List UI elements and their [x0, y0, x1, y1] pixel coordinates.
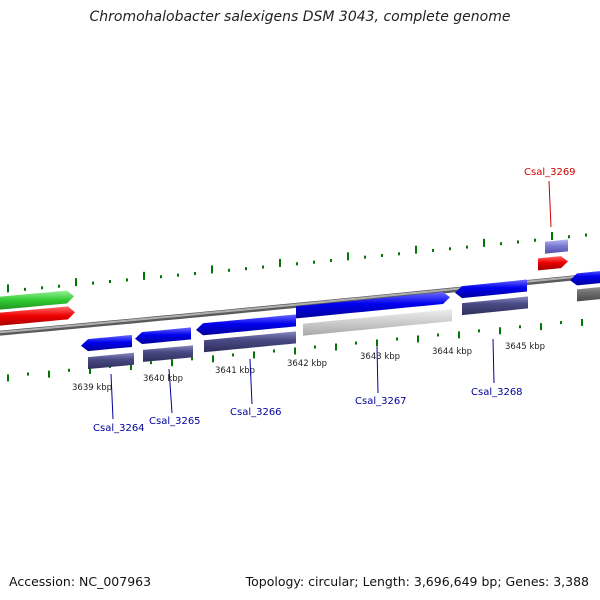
- rna-gene: [0, 290, 74, 310]
- gene-csal-3269: [538, 256, 568, 271]
- cds-csal-3268: [462, 296, 528, 316]
- gene-label-leader: [249, 358, 253, 405]
- tick-label: 3642 kbp: [287, 359, 327, 369]
- gene-csal-3265: [135, 327, 191, 344]
- genome-title: Chromohalobacter salexigens DSM 3043, co…: [89, 9, 511, 25]
- gene-csal-3266: [196, 314, 296, 336]
- gene-label-csal-3264: Csal_3264: [93, 423, 145, 434]
- gene-label-leader: [376, 346, 379, 394]
- gene-csal-3264: [81, 335, 132, 352]
- gene-csal-3268: [455, 279, 527, 299]
- gene-label-csal-3267: Csal_3267: [355, 396, 407, 407]
- feature-labels: 3639 kbp 3640 kbp 3641 kbp 3642 kbp 3643 kbp…: [72, 167, 576, 434]
- tick-label: 3645 kbp: [505, 342, 545, 352]
- cds-csal-3264: [88, 352, 134, 370]
- reverse-gene-left: [0, 306, 75, 326]
- cds-csal-3266: [204, 331, 296, 353]
- gene-features: [0, 239, 600, 370]
- tick-label: 3644 kbp: [432, 347, 472, 357]
- gene-label-csal-3265: Csal_3265: [149, 416, 201, 427]
- gene-label-leader: [168, 368, 173, 414]
- gene-right-edge: [570, 271, 600, 286]
- gene-label-csal-3266: Csal_3266: [230, 407, 282, 418]
- gene-label-csal-3269: Csal_3269: [524, 167, 576, 178]
- cds-csal-3267: [303, 309, 452, 336]
- cds-csal-3265: [143, 345, 193, 362]
- gene-csal-3267: [296, 292, 450, 319]
- gene-label-leader: [492, 338, 495, 384]
- gene-label-leader: [110, 373, 114, 420]
- tick-label: 3643 kbp: [360, 352, 400, 362]
- gene-label-leader: [548, 180, 552, 228]
- tick-label: 3639 kbp: [72, 383, 112, 393]
- cds-right-edge: [577, 287, 600, 302]
- topology-summary: Topology: circular; Length: 3,696,649 bp…: [245, 574, 589, 589]
- gene-csal-3269-outer: [545, 239, 568, 254]
- tick-marks: [7, 231, 587, 382]
- tick-label: 3640 kbp: [143, 374, 183, 384]
- tick-label: 3641 kbp: [215, 366, 255, 376]
- gene-label-csal-3268: Csal_3268: [471, 387, 523, 398]
- accession-text: Accession: NC_007963: [9, 574, 152, 589]
